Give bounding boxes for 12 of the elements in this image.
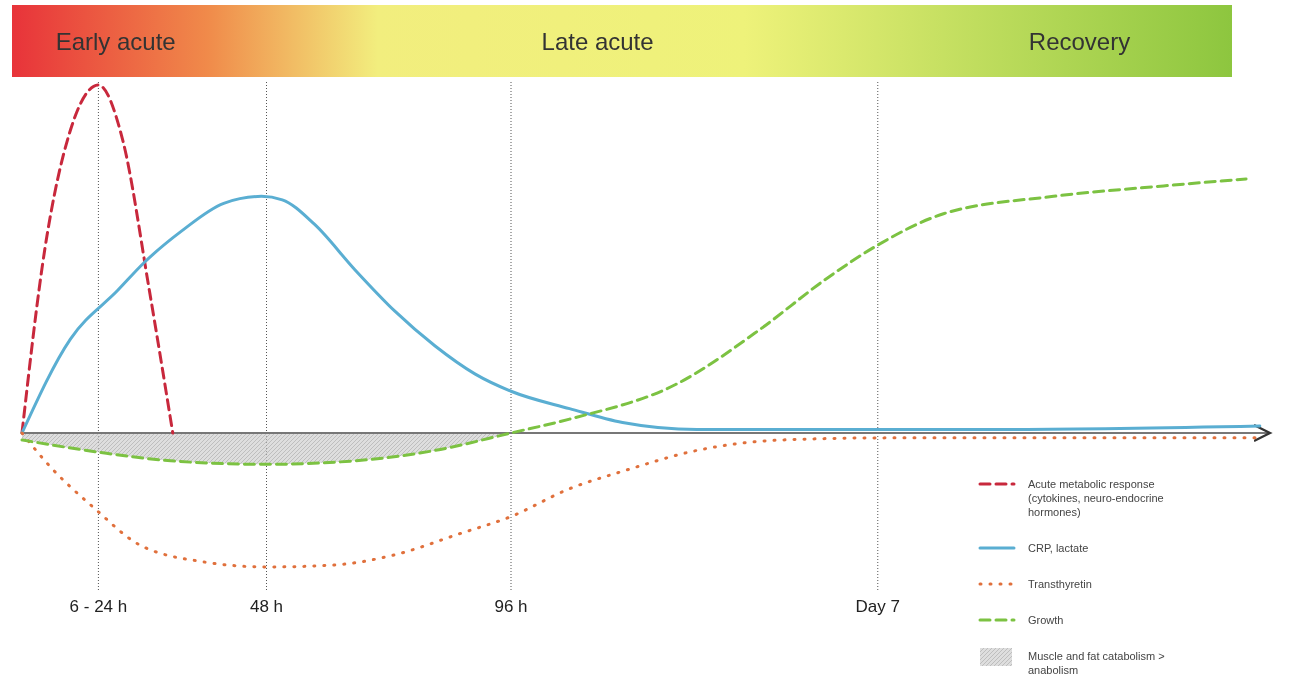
legend-label: CRP, lactate bbox=[1028, 542, 1089, 554]
x-tick-label: 48 h bbox=[249, 597, 284, 616]
legend-label: Transthyretin bbox=[1028, 578, 1092, 590]
text: Early acute bbox=[55, 28, 176, 55]
legend-label: Growth bbox=[1028, 614, 1064, 626]
legend-label: Acute metabolic response (cytokines, neuro-endocrine hormones) bbox=[1028, 478, 1164, 518]
x-tick-label: 96 h bbox=[494, 597, 528, 616]
legend-label: Muscle and fat catabolism > anabolism bbox=[1028, 650, 1165, 676]
text: Late acute bbox=[541, 28, 654, 55]
x-tick-label: Day 7 bbox=[855, 597, 900, 616]
x-tick-label: 6 - 24 h bbox=[69, 597, 128, 616]
text: Recovery bbox=[1028, 28, 1131, 55]
